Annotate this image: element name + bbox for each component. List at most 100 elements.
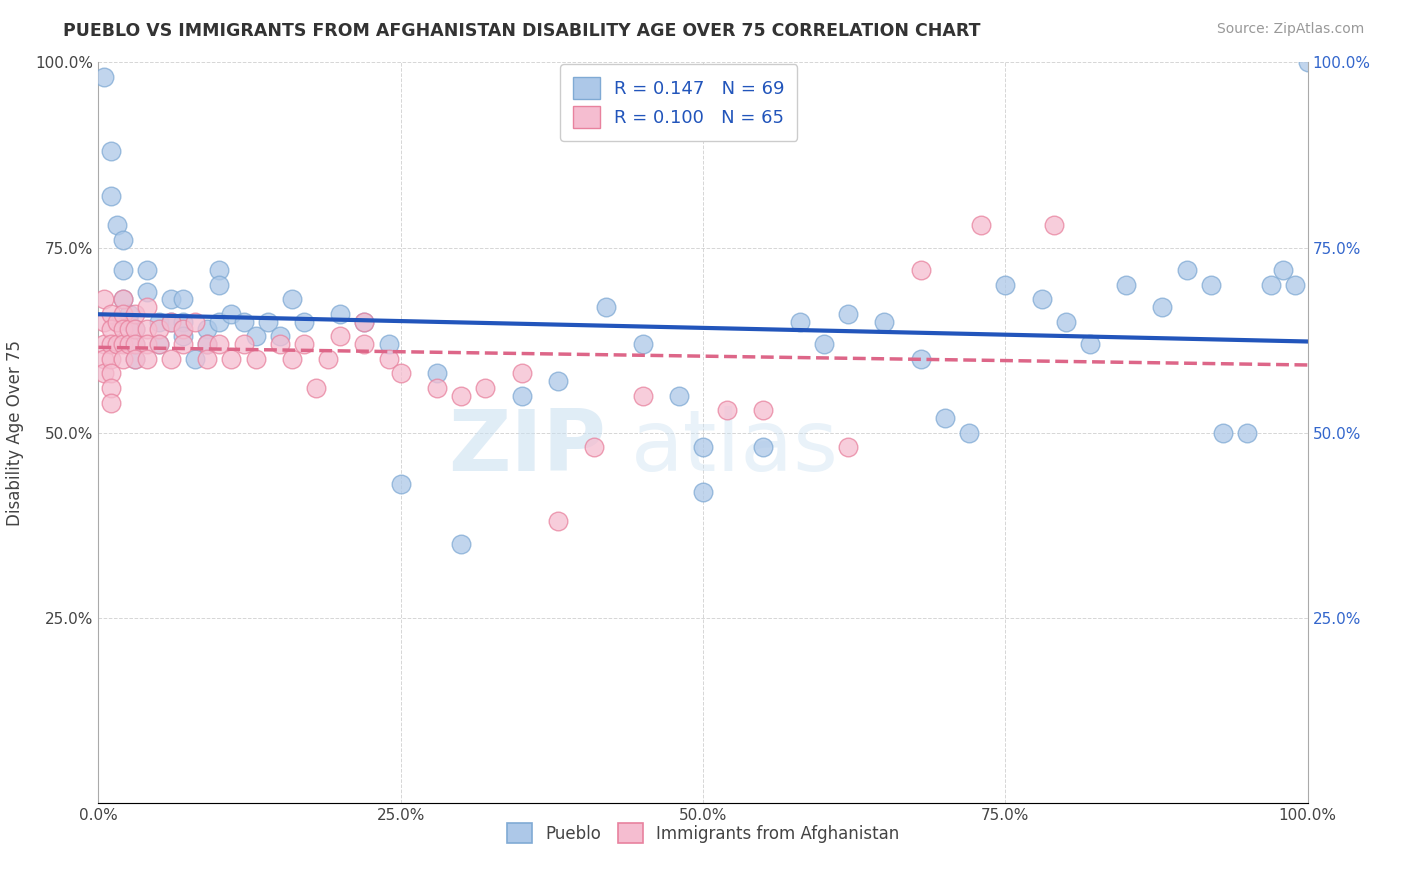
Point	[105, 336, 128, 351]
Point	[389, 477, 412, 491]
Point	[994, 277, 1017, 292]
Point	[111, 322, 134, 336]
Point	[668, 388, 690, 402]
Point	[160, 314, 183, 328]
Point	[837, 441, 859, 455]
Point	[269, 329, 291, 343]
Point	[118, 307, 141, 321]
Point	[124, 322, 146, 336]
Point	[1236, 425, 1258, 440]
Point	[1296, 55, 1319, 70]
Point	[813, 336, 835, 351]
Point	[124, 322, 146, 336]
Point	[160, 293, 183, 307]
Point	[353, 314, 375, 328]
Point	[100, 322, 122, 336]
Point	[135, 285, 157, 299]
Point	[232, 336, 254, 351]
Point	[124, 336, 146, 351]
Point	[232, 314, 254, 328]
Point	[910, 351, 932, 366]
Point	[329, 307, 352, 321]
Point	[1272, 262, 1295, 277]
Point	[450, 536, 472, 550]
Point	[970, 219, 993, 233]
Text: PUEBLO VS IMMIGRANTS FROM AFGHANISTAN DISABILITY AGE OVER 75 CORRELATION CHART: PUEBLO VS IMMIGRANTS FROM AFGHANISTAN DI…	[63, 22, 981, 40]
Point	[111, 293, 134, 307]
Point	[316, 351, 339, 366]
Point	[910, 262, 932, 277]
Point	[148, 322, 170, 336]
Point	[124, 307, 146, 321]
Point	[377, 336, 399, 351]
Point	[148, 314, 170, 328]
Point	[1212, 425, 1234, 440]
Point	[195, 322, 218, 336]
Point	[195, 351, 218, 366]
Point	[329, 329, 352, 343]
Point	[292, 336, 315, 351]
Point	[837, 307, 859, 321]
Point	[1031, 293, 1053, 307]
Text: atlas: atlas	[630, 406, 838, 489]
Point	[111, 336, 134, 351]
Point	[135, 262, 157, 277]
Point	[583, 441, 606, 455]
Point	[111, 233, 134, 247]
Point	[100, 336, 122, 351]
Point	[692, 441, 714, 455]
Point	[595, 300, 617, 314]
Point	[281, 293, 304, 307]
Point	[1152, 300, 1174, 314]
Point	[100, 381, 122, 395]
Point	[148, 336, 170, 351]
Point	[716, 403, 738, 417]
Point	[195, 336, 218, 351]
Point	[93, 70, 115, 85]
Point	[100, 145, 122, 159]
Point	[172, 336, 194, 351]
Point	[100, 307, 122, 321]
Point	[510, 367, 533, 381]
Point	[1284, 277, 1306, 292]
Point	[389, 367, 412, 381]
Point	[111, 307, 134, 321]
Point	[195, 336, 218, 351]
Point	[631, 388, 654, 402]
Point	[256, 314, 278, 328]
Point	[172, 322, 194, 336]
Point	[208, 336, 231, 351]
Point	[547, 374, 569, 388]
Point	[1115, 277, 1137, 292]
Point	[474, 381, 496, 395]
Point	[160, 314, 183, 328]
Point	[547, 515, 569, 529]
Point	[353, 314, 375, 328]
Point	[135, 351, 157, 366]
Point	[873, 314, 896, 328]
Point	[160, 351, 183, 366]
Point	[1175, 262, 1198, 277]
Point	[93, 367, 115, 381]
Point	[752, 403, 775, 417]
Point	[111, 262, 134, 277]
Point	[450, 388, 472, 402]
Point	[426, 367, 449, 381]
Point	[148, 336, 170, 351]
Point	[135, 300, 157, 314]
Point	[245, 351, 267, 366]
Point	[934, 410, 956, 425]
Point	[789, 314, 811, 328]
Point	[100, 188, 122, 202]
Point	[93, 351, 115, 366]
Point	[292, 314, 315, 328]
Point	[305, 381, 328, 395]
Point	[93, 336, 115, 351]
Point	[100, 367, 122, 381]
Point	[245, 329, 267, 343]
Point	[377, 351, 399, 366]
Text: Source: ZipAtlas.com: Source: ZipAtlas.com	[1216, 22, 1364, 37]
Point	[752, 441, 775, 455]
Point	[1260, 277, 1282, 292]
Point	[135, 322, 157, 336]
